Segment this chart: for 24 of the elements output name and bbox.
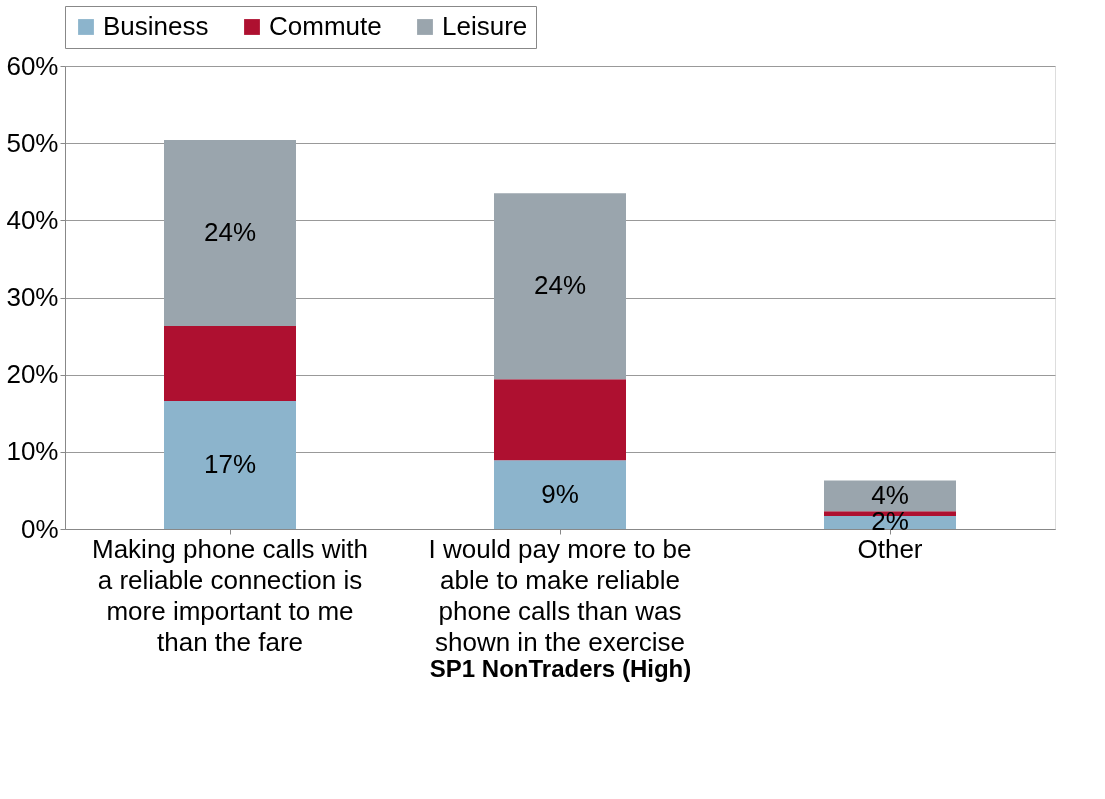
bar [164, 140, 296, 327]
y-tick-label: 50% [6, 127, 59, 158]
legend-label: Leisure [442, 11, 528, 41]
y-tick-label: 0% [20, 513, 59, 544]
data-label: 24% [203, 217, 257, 248]
y-tick-label: 20% [6, 359, 59, 390]
x-tick-label: Making phone calls with a reliable connection is more important to me than the fare [91, 533, 369, 657]
y-tick-label: 60% [6, 50, 59, 81]
bar [494, 460, 626, 529]
y-tick-label: 10% [6, 436, 59, 467]
bar [494, 193, 626, 380]
y-tick-label: 40% [6, 204, 59, 235]
legend-label: Business [103, 11, 209, 41]
data-label: 9% [541, 478, 579, 509]
data-label: 17% [203, 448, 257, 479]
bar [824, 480, 956, 512]
bar [164, 326, 296, 401]
bar [494, 379, 626, 461]
x-axis-title: SP1 NonTraders (High) [429, 654, 692, 682]
bar [164, 400, 296, 529]
x-tick-label: I would pay more to be able to make reliable phone calls than was shown in the exercise [428, 533, 692, 657]
y-tick-label: 30% [6, 282, 59, 312]
data-label: 24% [533, 270, 587, 301]
legend-label: Commute [269, 11, 382, 41]
